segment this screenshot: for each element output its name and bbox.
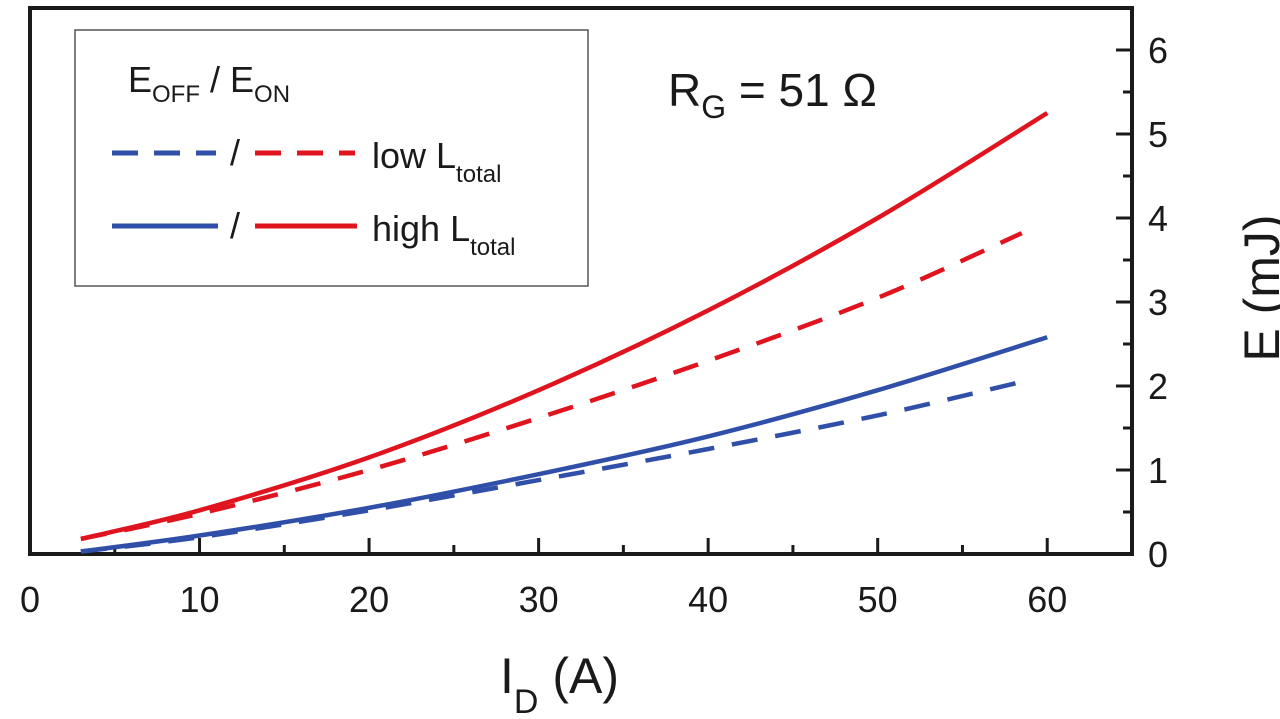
x-axis-label-sub: D bbox=[514, 683, 539, 719]
x-tick-label: 40 bbox=[688, 579, 728, 620]
legend-header: EOFF / EON bbox=[128, 59, 290, 108]
annotation-main: R bbox=[668, 64, 701, 116]
plot-frame bbox=[28, 6, 1134, 556]
x-tick-label: 0 bbox=[20, 579, 40, 620]
x-tick-label: 50 bbox=[858, 579, 898, 620]
y-tick-label: 6 bbox=[1148, 30, 1168, 71]
y-tick-label: 5 bbox=[1148, 114, 1168, 155]
legend-row-low-main: low L bbox=[372, 135, 456, 176]
legend-row-low-sep: / bbox=[230, 132, 240, 173]
legend-row-low-sub: total bbox=[456, 161, 501, 188]
x-tick-label: 60 bbox=[1027, 579, 1067, 620]
legend-header-eoff: E bbox=[128, 59, 152, 100]
x-axis-ticks: 0 10 20 30 40 50 60 bbox=[20, 538, 1134, 620]
series-eoff-high-line bbox=[80, 335, 1048, 554]
legend-header-eoff-sub: OFF bbox=[152, 81, 200, 108]
x-axis-label-main: I bbox=[500, 648, 514, 704]
series-eon-high-line bbox=[80, 111, 1049, 542]
x-tick-label: 30 bbox=[519, 579, 559, 620]
x-tick-label: 10 bbox=[180, 579, 220, 620]
legend-header-eon: E bbox=[230, 59, 254, 100]
series-layer bbox=[80, 111, 1049, 554]
legend-row-high-main: high L bbox=[372, 208, 470, 249]
legend-row-high-sub: total bbox=[470, 234, 515, 261]
x-axis-label-rest: (A) bbox=[538, 648, 619, 704]
y-tick-label: 0 bbox=[1148, 534, 1168, 575]
y-tick-label: 3 bbox=[1148, 282, 1168, 323]
annotation-rg: RG = 51 Ω bbox=[668, 64, 877, 125]
annotation-sub: G bbox=[701, 89, 726, 125]
y-tick-label: 1 bbox=[1148, 450, 1168, 491]
x-axis-label: ID (A) bbox=[500, 648, 619, 719]
legend-box bbox=[74, 29, 589, 287]
y-tick-label: 2 bbox=[1148, 366, 1168, 407]
y-tick-label: 4 bbox=[1148, 198, 1168, 239]
legend-row-low-label: low Ltotal bbox=[372, 135, 501, 188]
series-eoff-low-line bbox=[80, 379, 1023, 554]
y-axis-ticks: 0 1 2 3 4 5 6 bbox=[1116, 6, 1168, 575]
legend: EOFF / EON / low Ltotal / high Ltotal bbox=[74, 29, 589, 287]
x-tick-label: 20 bbox=[349, 579, 389, 620]
legend-row-high-label: high Ltotal bbox=[372, 208, 515, 261]
legend-row-high-sep: / bbox=[230, 205, 240, 246]
y-axis-label: E (mJ) bbox=[1234, 214, 1280, 361]
legend-header-eon-sub: ON bbox=[254, 81, 290, 108]
legend-header-sep: / bbox=[200, 59, 230, 100]
annotation-rest: = 51 Ω bbox=[726, 64, 877, 116]
